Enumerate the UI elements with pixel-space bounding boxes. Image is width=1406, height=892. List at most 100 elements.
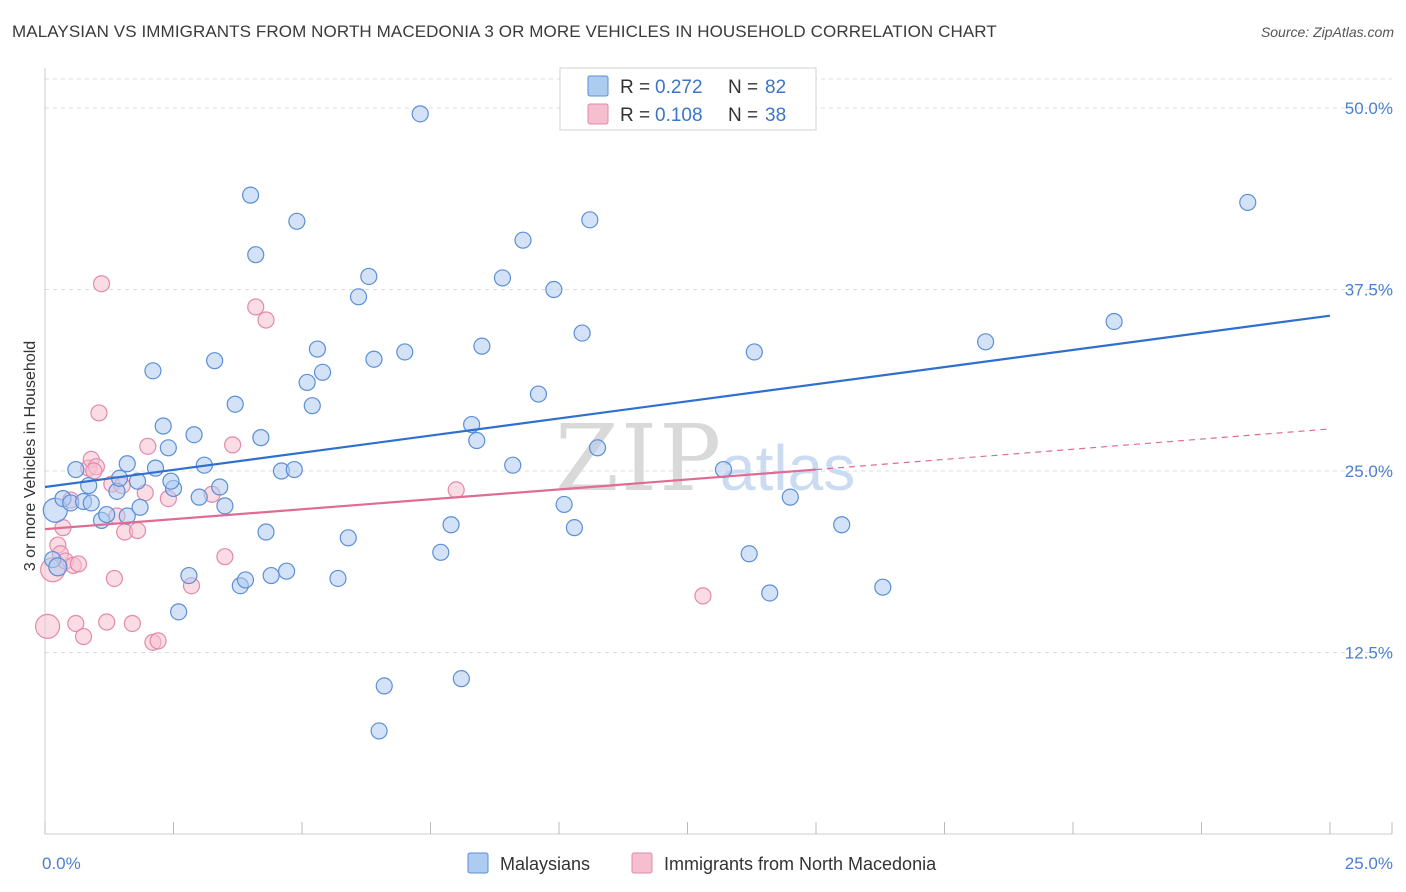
data-point-malaysians bbox=[154, 417, 172, 435]
watermark-zip: ZIP bbox=[555, 405, 723, 512]
series-malaysians-points bbox=[42, 105, 1257, 740]
data-point-malaysians bbox=[493, 269, 512, 287]
y-tick-label: 12.5% bbox=[1345, 644, 1393, 663]
data-point-malaysians bbox=[329, 569, 347, 588]
data-point-malaysians bbox=[529, 385, 548, 403]
trendline-north-macedonia bbox=[44, 468, 817, 531]
data-point-malaysians bbox=[396, 343, 414, 361]
x-tick-labels: 0.0% 25.0% bbox=[42, 854, 1393, 873]
legend-r-label: R = bbox=[620, 105, 650, 126]
trendlines bbox=[44, 314, 1331, 531]
data-point-malaysians bbox=[236, 571, 255, 589]
data-point-malaysians bbox=[1105, 312, 1123, 331]
data-point-malaysians bbox=[98, 505, 116, 524]
data-point-malaysians bbox=[370, 722, 388, 740]
y-tick-label: 37.5% bbox=[1345, 281, 1393, 300]
bottom-legend: Malaysians Immigrants from North Macedon… bbox=[467, 852, 937, 874]
data-point-malaysians bbox=[82, 494, 100, 512]
data-point-malaysians bbox=[714, 460, 733, 479]
trendline-north-macedonia-extension bbox=[815, 428, 1331, 471]
data-point-north-macedonia bbox=[85, 462, 103, 480]
data-point-north-macedonia bbox=[98, 613, 116, 631]
data-point-malaysians bbox=[247, 246, 265, 264]
data-point-malaysians bbox=[473, 337, 491, 355]
data-point-malaysians bbox=[118, 507, 136, 525]
data-point-malaysians bbox=[349, 288, 368, 306]
data-point-malaysians bbox=[468, 431, 486, 450]
data-point-malaysians bbox=[180, 566, 198, 585]
data-point-malaysians bbox=[365, 350, 383, 368]
data-point-malaysians bbox=[67, 460, 85, 479]
data-point-north-macedonia bbox=[247, 298, 265, 316]
x-tick-label: 25.0% bbox=[1345, 854, 1393, 873]
y-tick-label: 25.0% bbox=[1345, 462, 1393, 481]
bottom-legend-malaysians: Malaysians bbox=[500, 854, 590, 874]
data-point-malaysians bbox=[252, 429, 270, 447]
top-legend: R = 0.272 N = 82 R = 0.108 N = 38 bbox=[559, 67, 817, 131]
data-point-north-macedonia bbox=[90, 404, 108, 422]
data-point-north-macedonia bbox=[257, 311, 275, 329]
data-point-malaysians bbox=[313, 363, 332, 381]
data-point-malaysians bbox=[226, 395, 244, 413]
data-point-north-macedonia bbox=[447, 481, 465, 499]
bottom-legend-swatch-north-macedonia bbox=[631, 852, 653, 874]
data-point-malaysians bbox=[565, 519, 584, 537]
legend-r-value: 0.108 bbox=[655, 105, 703, 126]
data-point-malaysians bbox=[745, 343, 763, 361]
data-point-malaysians bbox=[411, 105, 429, 123]
data-point-malaysians bbox=[1239, 193, 1257, 212]
data-point-malaysians bbox=[185, 426, 203, 444]
data-point-north-macedonia bbox=[224, 436, 242, 454]
bottom-legend-swatch-malaysians bbox=[467, 852, 489, 874]
chart-title: MALAYSIAN VS IMMIGRANTS FROM NORTH MACED… bbox=[12, 22, 997, 41]
data-point-malaysians bbox=[339, 529, 357, 547]
x-tick-label: 0.0% bbox=[42, 854, 81, 873]
data-point-malaysians bbox=[514, 231, 532, 249]
data-point-north-macedonia bbox=[149, 632, 167, 650]
y-axis-label: 3 or more Vehicles in Household bbox=[22, 341, 39, 571]
data-point-malaysians bbox=[170, 603, 188, 621]
data-point-malaysians bbox=[375, 677, 393, 695]
data-point-malaysians bbox=[242, 186, 260, 204]
axes bbox=[44, 68, 1393, 835]
legend-r-label: R = bbox=[620, 77, 650, 98]
data-point-malaysians bbox=[159, 439, 177, 457]
data-point-malaysians bbox=[298, 373, 316, 392]
data-point-north-macedonia bbox=[216, 548, 234, 566]
data-point-malaysians bbox=[581, 211, 599, 229]
data-point-malaysians bbox=[190, 488, 208, 506]
data-point-malaysians bbox=[285, 460, 303, 479]
data-point-malaysians bbox=[144, 362, 162, 380]
data-point-malaysians bbox=[262, 566, 280, 585]
data-point-malaysians bbox=[432, 543, 450, 561]
data-point-malaysians bbox=[288, 212, 306, 230]
data-point-malaysians bbox=[504, 456, 522, 474]
data-point-malaysians bbox=[573, 324, 591, 342]
data-point-malaysians bbox=[442, 516, 460, 534]
data-point-malaysians bbox=[48, 557, 68, 577]
data-point-malaysians bbox=[128, 472, 147, 490]
legend-swatch-malaysians bbox=[587, 75, 609, 97]
data-point-malaysians bbox=[277, 562, 296, 580]
data-point-malaysians bbox=[545, 280, 563, 299]
legend-r-value: 0.272 bbox=[655, 77, 703, 98]
legend-swatch-north-macedonia bbox=[587, 103, 609, 125]
data-point-malaysians bbox=[874, 578, 892, 596]
y-tick-labels: 12.5% 25.0% 37.5% 50.0% bbox=[1345, 99, 1393, 662]
trendline-malaysians bbox=[44, 314, 1331, 489]
data-point-malaysians bbox=[118, 455, 136, 473]
data-point-malaysians bbox=[211, 478, 229, 496]
y-tick-label: 50.0% bbox=[1345, 99, 1393, 118]
data-point-malaysians bbox=[360, 267, 378, 286]
data-point-malaysians bbox=[588, 439, 607, 457]
data-point-malaysians bbox=[452, 670, 470, 688]
data-point-north-macedonia bbox=[105, 569, 123, 588]
data-point-malaysians bbox=[761, 584, 779, 602]
data-point-malaysians bbox=[740, 545, 758, 563]
data-point-malaysians bbox=[308, 340, 327, 358]
legend-n-value: 82 bbox=[765, 77, 786, 98]
data-point-north-macedonia bbox=[694, 587, 712, 605]
data-point-malaysians bbox=[257, 523, 275, 541]
source-credit: Source: ZipAtlas.com bbox=[1260, 24, 1394, 40]
